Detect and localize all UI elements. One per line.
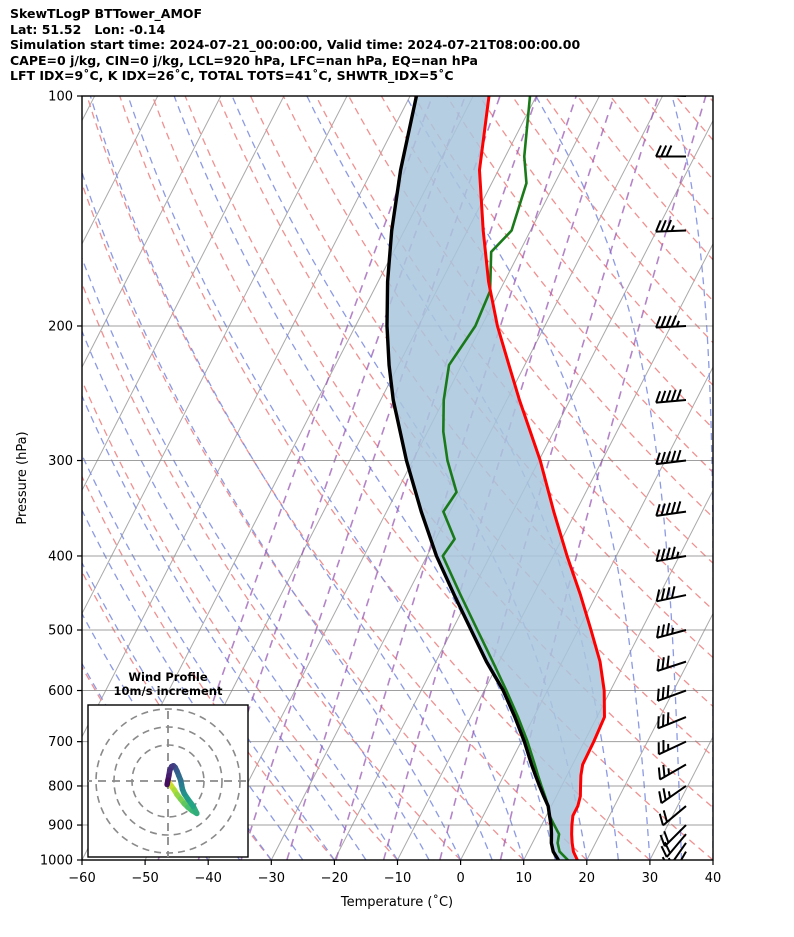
x-tick-label: −40 [194,871,221,886]
hodograph-trace [164,762,200,817]
dry-adiabat-lines [82,96,713,860]
header-line-times: Simulation start time: 2024-07-21_00:00:… [10,37,581,53]
y-tick-label: 100 [48,90,73,105]
dewpoint-curve [385,96,561,860]
x-tick-label: 10 [515,871,532,886]
header-line-indices: LFT IDX=9˚C, K IDX=26˚C, TOTAL TOTS=41˚C… [10,68,454,84]
temperature-curve [477,96,606,860]
x-tick-label: 30 [642,871,659,886]
y-tick-label: 1000 [40,854,73,869]
y-tick-label: 600 [48,684,73,699]
x-tick-label: −20 [321,871,348,886]
y-axis: 100 200 300 400 500 600 700 800 900 1000 [40,90,82,869]
y-tick-label: 700 [48,735,73,750]
hodograph-inset[interactable]: Wind Profile 10m/s increment [84,670,252,865]
x-tick-label: 20 [579,871,596,886]
x-axis: −60 −50 −40 −30 −20 −10 0 10 20 30 40 [68,860,721,886]
shaded-moist-layer [387,96,605,860]
x-tick-label: 0 [456,871,464,886]
y-tick-label: 300 [48,454,73,469]
y-tick-label: 200 [48,319,73,334]
y-tick-label: 900 [48,819,73,834]
header-line-latlon: Lat: 51.52 Lon: -0.14 [10,21,166,37]
x-axis-label: Temperature (˚C) [340,894,453,910]
y-tick-label: 800 [48,779,73,794]
x-tick-label: −10 [384,871,411,886]
wind-barbs [655,96,687,860]
y-axis-label: Pressure (hPa) [15,431,30,524]
y-tick-label: 500 [48,624,73,639]
y-tick-label: 400 [48,549,73,564]
x-tick-label: −50 [131,871,158,886]
plot-header: SkewTLogP BTTower_AMOF Lat: 51.52 Lon: -… [10,6,770,84]
header-line-title: SkewTLogP BTTower_AMOF [10,6,203,21]
header-line-cape: CAPE=0 j/kg, CIN=0 j/kg, LCL=920 hPa, LF… [10,52,478,68]
x-tick-label: 40 [705,871,722,886]
hodograph-title: Wind Profile [128,670,208,684]
x-tick-label: −30 [258,871,285,886]
hodograph-subtitle: 10m/s increment [114,684,223,698]
x-tick-label: −60 [68,871,95,886]
